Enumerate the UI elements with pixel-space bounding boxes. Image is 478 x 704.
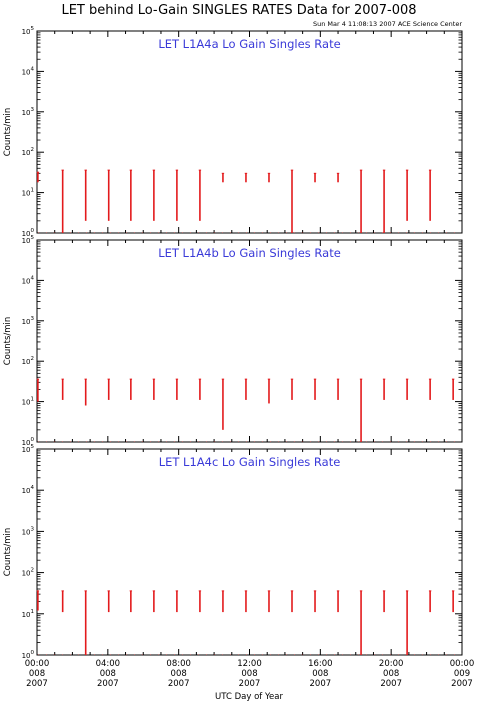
y-tick-label: 103 (22, 316, 35, 326)
y-tick-label: 103 (22, 526, 35, 536)
y-tick-label: 101 (22, 397, 34, 407)
x-tick-time-3: 12:00 (237, 659, 262, 669)
y-axis-title: Counts/min (3, 317, 13, 366)
x-tick-doy-2: 008 (171, 669, 187, 679)
y-tick-label: 103 (22, 107, 35, 117)
panels: 100 101 102 103 104 105 Counts/min LET L1A4a Lo… (3, 26, 463, 660)
y-tick-label: 105 (22, 235, 35, 245)
x-tick-time-5: 20:00 (379, 659, 404, 669)
x-tick-year-2: 2007 (168, 679, 190, 689)
chart-panel-1: 100 101 102 103 104 105 Counts/min LET L1A4a Lo… (3, 26, 463, 238)
y-tick-label: 101 (22, 609, 34, 619)
y-tick-label: 104 (22, 66, 35, 76)
chart-panel-3: 100 101 102 103 104 105 Counts/min LET L1A4c Lo… (3, 444, 463, 660)
chart-panel-2: 100 101 102 103 104 105 Counts/min LET L1A4b Lo… (3, 235, 463, 447)
panel-label: LET L1A4b Lo Gain Singles Rate (158, 246, 341, 260)
y-tick-label: 100 (22, 437, 35, 447)
x-tick-time-1: 04:00 (96, 659, 121, 669)
x-tick-year-3: 2007 (239, 679, 261, 689)
x-tick-doy-3: 008 (241, 669, 257, 679)
x-tick-year-0: 2007 (26, 679, 48, 689)
x-tick-time-6: 00:00 (450, 659, 475, 669)
y-tick-label: 105 (22, 444, 35, 454)
x-tick-time-4: 16:00 (308, 659, 333, 669)
y-tick-label: 102 (22, 356, 34, 366)
x-axis-title: UTC Day of Year (215, 692, 283, 702)
x-tick-doy-5: 008 (383, 669, 399, 679)
y-tick-label: 100 (22, 228, 35, 238)
panel-label: LET L1A4c Lo Gain Singles Rate (159, 455, 341, 469)
x-tick-year-4: 2007 (310, 679, 332, 689)
y-axis-title: Counts/min (3, 108, 13, 157)
y-tick-label: 105 (22, 26, 35, 36)
x-tick-doy-1: 008 (100, 669, 116, 679)
generation-timestamp: Sun Mar 4 11:08:13 2007 ACE Science Cent… (313, 20, 462, 28)
plot-frame (36, 30, 463, 234)
figure-title: LET behind Lo-Gain SINGLES RATES Data fo… (61, 3, 416, 18)
plot-frame (36, 239, 463, 443)
x-tick-doy-0: 008 (29, 669, 45, 679)
x-tick-year-6: 2007 (451, 679, 473, 689)
y-tick-label: 101 (22, 188, 34, 198)
y-tick-label: 104 (22, 485, 35, 495)
y-tick-label: 102 (22, 568, 34, 578)
panel-label: LET L1A4a Lo Gain Singles Rate (158, 37, 340, 51)
x-tick-year-1: 2007 (97, 679, 119, 689)
y-tick-label: 102 (22, 147, 34, 157)
y-tick-label: 100 (22, 650, 35, 660)
x-tick-doy-6: 009 (454, 669, 470, 679)
x-tick-time-0: 00:00 (25, 659, 50, 669)
y-axis-title: Counts/min (3, 528, 13, 577)
x-tick-year-5: 2007 (380, 679, 402, 689)
x-axis: 00:00008200704:00008200708:00008200712:0… (25, 659, 475, 689)
x-tick-time-2: 08:00 (166, 659, 191, 669)
y-tick-label: 104 (22, 275, 35, 285)
plot-frame (36, 448, 463, 656)
x-tick-doy-4: 008 (312, 669, 328, 679)
